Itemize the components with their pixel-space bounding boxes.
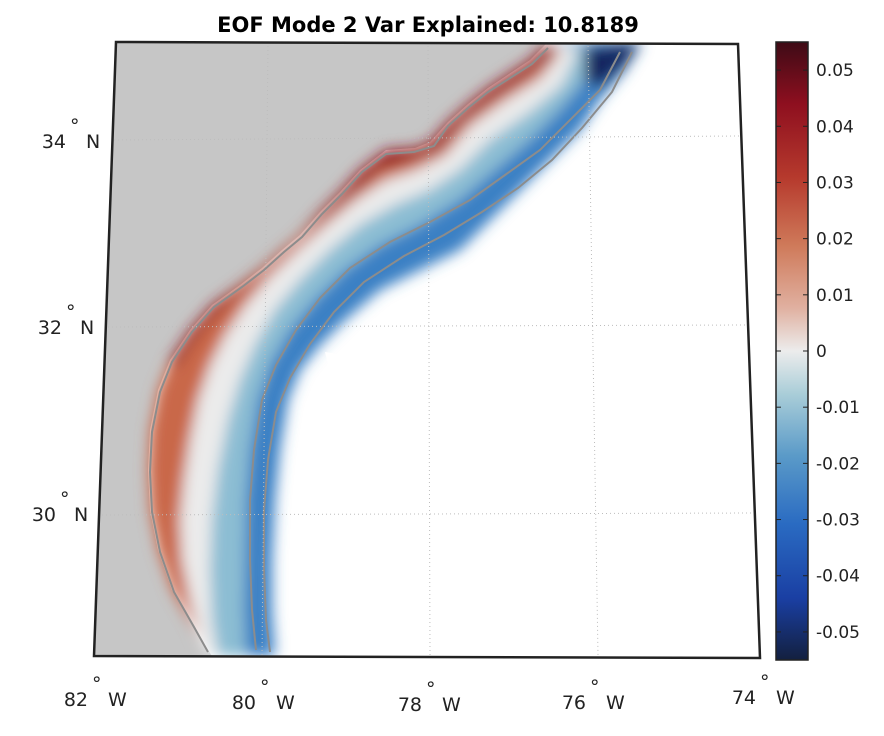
colorbar-tick-label: 0 bbox=[816, 342, 827, 362]
offshore-gap bbox=[325, 352, 378, 372]
colorbar-tick-label: -0.04 bbox=[816, 567, 860, 587]
lon-tick-78: 78 ° W bbox=[398, 678, 461, 716]
lon-tick-74: 74 ° W bbox=[732, 671, 795, 709]
isobath-50m bbox=[249, 51, 621, 651]
lon-tick-76: 76 ° W bbox=[562, 676, 625, 714]
isobath-200m bbox=[263, 51, 633, 653]
colorbar-tick-label: -0.01 bbox=[816, 398, 860, 418]
lon-tick-74-value: 74 bbox=[732, 687, 756, 709]
colorbar-tick-label: 0.03 bbox=[816, 173, 854, 193]
colorbar-gradient bbox=[775, 41, 809, 661]
colorbar: 0.05 0.04 0.03 0.02 0.01 0 -0.01 -0.02 -0.03 -0.0… bbox=[775, 41, 860, 661]
lat-tick-32-degree: ° bbox=[66, 301, 76, 323]
colorbar-tick-label: -0.02 bbox=[816, 454, 860, 474]
lon-tick-76-hemi: W bbox=[606, 692, 625, 714]
land-area bbox=[94, 42, 548, 656]
lat-tick-34-hemi: N bbox=[86, 131, 100, 153]
lon-tick-78-degree: ° bbox=[426, 678, 436, 700]
map-panel bbox=[94, 42, 760, 658]
lat-tick-30-hemi: N bbox=[74, 504, 88, 526]
lat-tick-34: 34 ° N bbox=[42, 115, 100, 153]
lon-tick-74-hemi: W bbox=[776, 687, 795, 709]
field-offshore-blue bbox=[148, 42, 642, 656]
lon-tick-76-degree: ° bbox=[590, 676, 600, 698]
map-border bbox=[92, 40, 762, 660]
field-coast-darkred bbox=[170, 42, 552, 368]
lon-tick-82: 82 ° W bbox=[64, 673, 127, 711]
lon-tick-82-value: 82 bbox=[64, 689, 88, 711]
lat-tick-32-hemi: N bbox=[80, 317, 94, 339]
lon-tick-78-value: 78 bbox=[398, 694, 422, 716]
lat-tick-34-value: 34 bbox=[42, 131, 66, 153]
contours bbox=[148, 47, 633, 653]
field-zero-white bbox=[148, 42, 578, 656]
lon-tick-82-degree: ° bbox=[92, 673, 102, 695]
lat-tick-32: 32 ° N bbox=[38, 301, 94, 339]
lon-tick-80-degree: ° bbox=[260, 676, 270, 698]
lat-tick-34-degree: ° bbox=[70, 115, 80, 137]
lat-tick-30-degree: ° bbox=[60, 488, 70, 510]
lon-tick-76-value: 76 bbox=[562, 692, 586, 714]
lat-tick-30-value: 30 bbox=[32, 504, 56, 526]
colorbar-tick-label: -0.05 bbox=[816, 623, 860, 643]
coastline bbox=[148, 47, 549, 653]
lat-tick-30: 30 ° N bbox=[32, 488, 88, 526]
lon-tick-80-hemi: W bbox=[276, 692, 295, 714]
colorbar-ticks: 0.05 0.04 0.03 0.02 0.01 0 -0.01 -0.02 -0.03 -0.0… bbox=[776, 61, 860, 643]
lon-tick-80-value: 80 bbox=[232, 692, 256, 714]
lat-tick-labels: 34 ° N 32 ° N 30 ° N bbox=[32, 115, 100, 526]
lon-tick-80: 80 ° W bbox=[232, 676, 295, 714]
colorbar-tick-label: 0.02 bbox=[816, 230, 854, 250]
colorbar-tick-label: 0.01 bbox=[816, 286, 854, 306]
lat-tick-32-value: 32 bbox=[38, 317, 62, 339]
colorbar-tick-label: 0.04 bbox=[816, 117, 854, 137]
colorbar-tick-label: -0.03 bbox=[816, 511, 860, 531]
lon-tick-labels: 82 ° W 80 ° W 78 ° W 76 ° W 74 ° W bbox=[64, 671, 795, 716]
chart-title: EOF Mode 2 Var Explained: 10.8189 bbox=[217, 13, 639, 37]
lon-tick-82-hemi: W bbox=[108, 689, 127, 711]
lon-tick-74-degree: ° bbox=[760, 671, 770, 693]
lon-tick-78-hemi: W bbox=[442, 694, 461, 716]
colorbar-tick-label: 0.05 bbox=[816, 61, 854, 81]
